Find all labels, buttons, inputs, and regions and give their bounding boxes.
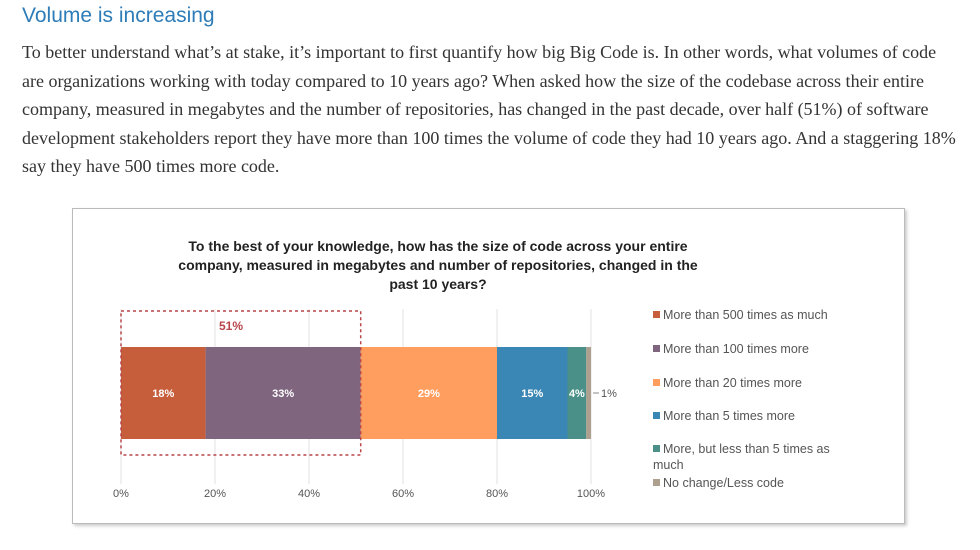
- bar-label: 33%: [272, 388, 294, 400]
- legend-item: More than 100 times more: [653, 341, 863, 357]
- x-tick-label: 100%: [577, 488, 605, 500]
- bar-label: 29%: [418, 388, 440, 400]
- bar-label: 15%: [521, 388, 543, 400]
- legend-item: No change/Less code: [653, 475, 863, 491]
- bar-label: 1%: [601, 388, 617, 400]
- section-heading: Volume is increasing: [22, 4, 215, 27]
- bar-segment: [121, 347, 206, 439]
- x-tick-label: 0%: [113, 488, 129, 500]
- legend-item: More than 500 times as much: [653, 307, 863, 323]
- legend-label: More, but less than 5 times as much: [653, 442, 830, 472]
- bar-segment: [205, 347, 361, 439]
- bar-segment: [497, 347, 568, 439]
- legend-item: More than 20 times more: [653, 375, 863, 391]
- chart-plot: 0% 20% 40% 60% 80% 100% 18% 33% 29% 15% 4% 1% 51%: [113, 309, 617, 500]
- legend-label: No change/Less code: [663, 476, 784, 490]
- legend-label: More than 5 times more: [663, 409, 795, 423]
- bar-segment: [586, 347, 591, 439]
- bar-label: 18%: [152, 388, 174, 400]
- bar-segment: [360, 347, 497, 439]
- annotation-label: 51%: [219, 319, 243, 333]
- legend-swatch: [653, 311, 660, 318]
- legend-label: More than 500 times as much: [663, 308, 828, 322]
- legend-swatch: [653, 479, 660, 486]
- x-tick-label: 80%: [486, 488, 508, 500]
- legend-swatch: [653, 412, 660, 419]
- legend-label: More than 20 times more: [663, 376, 802, 390]
- legend-label: More than 100 times more: [663, 342, 809, 356]
- body-paragraph: To better understand what’s at stake, it…: [22, 42, 956, 176]
- bar-segment: [567, 347, 587, 439]
- legend-item: More, but less than 5 times as much: [653, 441, 863, 473]
- x-tick-label: 20%: [204, 488, 226, 500]
- chart-title: To the best of your knowledge, how has t…: [178, 238, 698, 292]
- legend-item: More than 5 times more: [653, 408, 863, 424]
- x-tick-label: 60%: [392, 488, 414, 500]
- legend-swatch: [653, 379, 660, 386]
- legend-swatch: [653, 445, 660, 452]
- legend-swatch: [653, 345, 660, 352]
- x-tick-label: 40%: [298, 488, 320, 500]
- bar-label: 4%: [569, 388, 585, 400]
- chart: To the best of your knowledge, how has t…: [72, 208, 905, 524]
